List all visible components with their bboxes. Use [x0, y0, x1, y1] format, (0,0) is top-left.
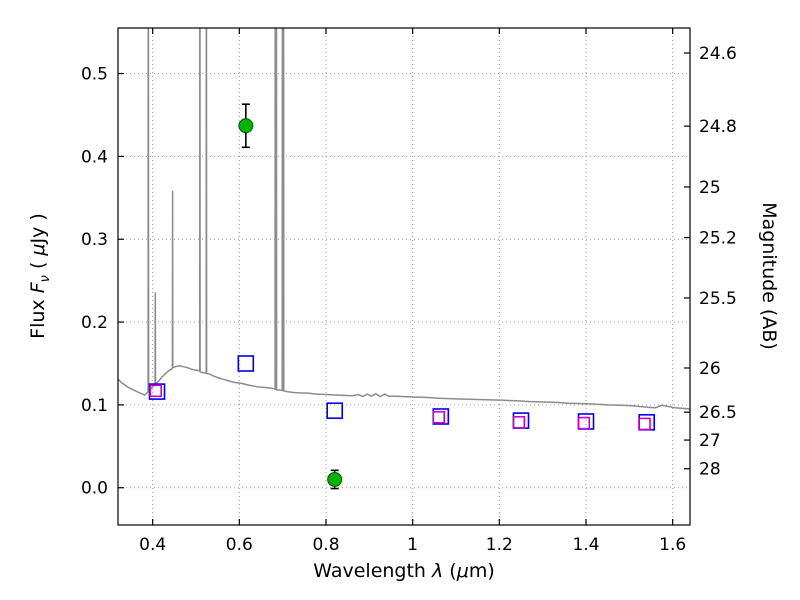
- ylabel-fnu-symbol: F: [27, 282, 50, 294]
- y-tick-label-left: 0.5: [81, 65, 108, 85]
- model-photometry-magenta: [149, 384, 651, 431]
- xlabel-paren-open: (: [443, 560, 457, 582]
- ylabel-nu-subscript: ν: [37, 275, 53, 283]
- y-tick-label-right: 28: [699, 460, 721, 480]
- axis-ticks: [118, 28, 690, 525]
- x-tick-label: 0.8: [312, 535, 339, 555]
- y-tick-label-right: 26: [699, 359, 721, 379]
- tick-labels: 0.4 0.6 0.8 1 1.2 1.4 1.6 0.0 0.1 0.2 0.3 0.4 0.5 24.…: [81, 44, 737, 555]
- x-axis-label: Wavelength λ (μm): [313, 560, 494, 582]
- plot-frame: [117, 27, 691, 526]
- x-tick-label: 1.6: [659, 535, 686, 555]
- x-tick-label: 0.4: [139, 535, 166, 555]
- gridlines: [118, 28, 690, 525]
- x-tick-label: 0.6: [226, 535, 253, 555]
- xlabel-mu-symbol: μ: [456, 560, 469, 582]
- ylabel-magnitude-text: Magnitude (AB): [758, 202, 780, 350]
- y-tick-label-right: 25.5: [699, 289, 737, 309]
- ylabel-unit-text: Jy ): [27, 213, 50, 244]
- xlabel-text: Wavelength: [313, 560, 433, 582]
- y-tick-label-right: 24.8: [699, 117, 737, 137]
- y-tick-label-right: 26.5: [699, 403, 737, 423]
- y-tick-label-left: 0.1: [81, 396, 108, 416]
- xlabel-unit-text: m): [468, 560, 495, 582]
- x-tick-label: 1: [407, 535, 418, 555]
- y-tick-label-left: 0.0: [81, 479, 108, 499]
- y-axis-label-right: Magnitude (AB): [758, 202, 780, 350]
- y-tick-label-right: 24.6: [699, 44, 737, 64]
- y-tick-label-right: 25.2: [699, 229, 737, 249]
- observed-photometry: [238, 103, 343, 490]
- y-axis-label-left: Flux Fν ( μJy ): [27, 213, 53, 339]
- y-tick-label-right: 25: [699, 178, 721, 198]
- y-tick-label-left: 0.4: [81, 147, 108, 167]
- x-tick-label: 1.4: [572, 535, 599, 555]
- y-tick-label-left: 0.2: [81, 313, 108, 333]
- xlabel-lambda-symbol: λ: [432, 560, 444, 582]
- x-tick-label: 1.2: [486, 535, 513, 555]
- ylabel-paren-open: (: [27, 255, 50, 276]
- y-tick-label-right: 27: [699, 431, 721, 451]
- ylabel-mu-symbol: μ: [27, 243, 50, 256]
- ylabel-flux-text: Flux: [27, 293, 50, 339]
- y-tick-label-left: 0.3: [81, 230, 108, 250]
